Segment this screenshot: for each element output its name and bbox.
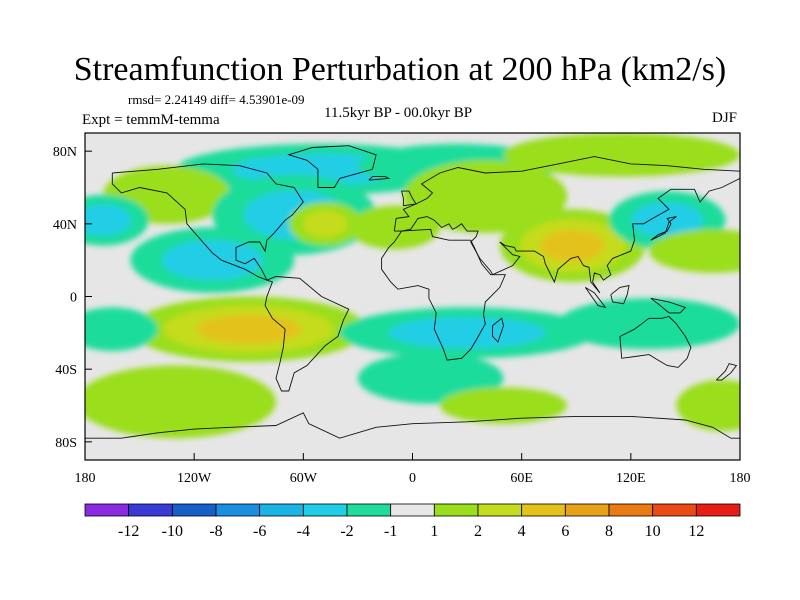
anomaly-4-level-1 xyxy=(85,204,132,236)
anomaly-2-level-0 xyxy=(503,133,740,177)
coastline-eurasia xyxy=(393,156,740,294)
coastline-madagascar xyxy=(492,317,504,343)
colorbar-label-5: -2 xyxy=(340,523,353,540)
colorbar-swatch-4 xyxy=(259,503,304,517)
colorbar-swatch-8 xyxy=(433,503,479,517)
colorbar-swatch-5 xyxy=(302,503,348,517)
anomaly-11-level-1 xyxy=(631,202,704,239)
colorbar-swatch-13 xyxy=(652,503,697,517)
y-tick-label-1: 40N xyxy=(53,218,77,233)
anomaly-13-level-2 xyxy=(196,314,302,344)
anomaly-19-level-0 xyxy=(439,387,568,424)
colorbar-label-11: 8 xyxy=(605,523,613,540)
y-tick-label-0: 80N xyxy=(53,145,77,160)
colorbar-label-8: 2 xyxy=(474,523,482,540)
colorbar-swatch-12 xyxy=(608,503,654,517)
anomaly-12-level-0 xyxy=(649,229,740,273)
colorbar-swatch-14 xyxy=(695,503,741,517)
colorbar-label-6: -1 xyxy=(384,523,397,540)
colorbar-label-9: 4 xyxy=(518,523,526,540)
coastline-south-america xyxy=(264,276,350,392)
coastline-new-guinea xyxy=(650,297,687,314)
anomaly-6-level-1 xyxy=(302,210,348,238)
coastline-greenland xyxy=(287,145,377,188)
colorbar-label-7: 1 xyxy=(430,523,438,540)
coastlines xyxy=(85,145,740,439)
anomaly-14-level-1 xyxy=(388,317,546,349)
x-tick-label-3: 0 xyxy=(409,471,416,486)
colorbar-swatch-9 xyxy=(477,503,523,517)
colorbar-label-4: -4 xyxy=(297,523,310,540)
colorbar-label-10: 6 xyxy=(561,523,569,540)
anomaly-20-level-0 xyxy=(676,380,740,431)
colorbar-label-3: -6 xyxy=(253,523,266,540)
colorbar-swatch-6 xyxy=(346,503,392,517)
colorbar-label-1: -10 xyxy=(162,523,183,540)
y-tick-label-3: 40S xyxy=(55,363,77,378)
anomaly-18-level-0 xyxy=(85,365,277,439)
colorbar-swatch-3 xyxy=(215,503,261,517)
anomaly-16-level-0 xyxy=(85,307,158,351)
anomaly-10-level-2 xyxy=(540,229,605,262)
anomaly-9-level-0 xyxy=(403,160,568,233)
y-tick-label-4: 80S xyxy=(55,436,77,451)
x-tick-label-6: 180 xyxy=(730,471,751,486)
coastline-japan xyxy=(650,216,677,241)
colorbar-label-0: -12 xyxy=(118,523,139,540)
map-area xyxy=(85,133,740,460)
coastline-new-zealand xyxy=(715,363,738,381)
colorbar-swatch-10 xyxy=(521,503,566,517)
colorbar-label-13: 12 xyxy=(688,523,704,540)
x-tick-label-4: 60E xyxy=(510,471,533,486)
anomaly-15-level-0 xyxy=(558,298,740,350)
period-label: 11.5kyr BP - 00.0kyr BP xyxy=(324,105,473,121)
experiment-label: Expt = temmM-temma xyxy=(82,112,220,128)
axis-ticks: 180 120W 60W 0 60E 120E 180 80N 40N 0 40S 80S xyxy=(53,145,751,486)
x-tick-label-0: 180 xyxy=(75,471,96,486)
x-tick-label-1: 120W xyxy=(177,471,212,486)
x-tick-label-5: 120E xyxy=(616,471,646,486)
rmsd-diff-stats: rmsd= 2.24149 diff= 4.53901e-09 xyxy=(128,92,305,107)
coastline-north-america xyxy=(111,163,304,281)
colorbar: -12 -10 -8 -6 -4 -2 -1 1 2 4 6 8 10 12 xyxy=(84,503,741,540)
coastline-africa xyxy=(381,228,506,361)
colorbar-label-2: -8 xyxy=(209,523,222,540)
coastline-australia xyxy=(619,316,692,368)
coastline-sumatra xyxy=(584,287,607,309)
colorbar-label-12: 10 xyxy=(645,523,661,540)
colorbar-swatch-2 xyxy=(171,503,217,517)
chart-title: Streamfunction Perturbation at 200 hPa (… xyxy=(73,51,727,88)
colorbar-swatch-1 xyxy=(128,503,173,517)
coastline-borneo xyxy=(610,285,630,305)
coastline-british-isles xyxy=(401,190,417,207)
anomaly-8-level-1 xyxy=(161,240,263,281)
coastline-antarctica xyxy=(85,412,740,439)
colorbar-swatch-0 xyxy=(84,503,130,517)
colorbar-swatch-7 xyxy=(390,503,435,517)
colorbar-swatch-11 xyxy=(564,503,610,517)
anomaly-field xyxy=(85,133,740,439)
coastline-iceland xyxy=(368,176,391,181)
season-label: DJF xyxy=(712,110,738,126)
y-tick-label-2: 0 xyxy=(70,291,77,306)
x-tick-label-2: 60W xyxy=(290,471,318,486)
